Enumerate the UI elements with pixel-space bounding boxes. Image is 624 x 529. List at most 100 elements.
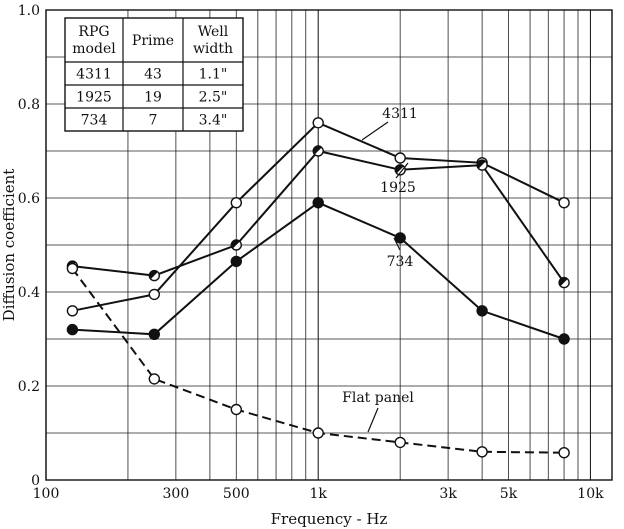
marker-shape: [312, 145, 324, 157]
table-header-cell: Well width: [193, 24, 233, 57]
x-tick-label: 100: [33, 486, 60, 502]
marker-1925: [476, 159, 488, 171]
table-header-cell: Prime: [132, 33, 174, 49]
x-tick-label: 500: [223, 486, 250, 502]
marker-shape: [558, 196, 570, 209]
marker-flat-panel: [230, 403, 243, 416]
marker-shape: [394, 232, 406, 244]
table-cell: 7: [149, 113, 158, 129]
x-axis-title: Frequency - Hz: [271, 510, 388, 528]
annotation-label-flat-panel: Flat panel: [342, 390, 414, 406]
marker-734: [312, 196, 324, 209]
marker-shape: [312, 117, 324, 129]
marker-shape: [313, 145, 322, 155]
grid: [45, 10, 612, 480]
y-tick-label: 0.8: [18, 97, 40, 113]
marker-flat-panel: [394, 436, 406, 449]
marker-shape: [394, 164, 406, 176]
table-cell: 43: [144, 67, 162, 83]
marker-734: [66, 323, 79, 336]
y-tick-label: 0.2: [18, 379, 40, 395]
marker-1925: [230, 239, 243, 251]
marker-4311: [312, 117, 324, 129]
marker-734: [148, 328, 161, 340]
table-cell: 2.5": [199, 90, 228, 106]
marker-flat-panel: [312, 427, 324, 439]
table-cell: 1.1": [199, 67, 228, 83]
annotation-leader: [361, 121, 389, 141]
marker-shape: [558, 333, 570, 345]
table-cell: 4311: [76, 67, 112, 83]
marker-734: [394, 232, 406, 244]
plot-frame: [45, 9, 613, 481]
marker-1925: [148, 269, 161, 282]
table-frame: [64, 17, 244, 132]
tick-labels: 100 300 500 1k 3k 5k 10k 0 0.2 0.4 0.6 0.8 1.0: [18, 3, 604, 502]
marker-shape: [394, 436, 406, 449]
annotation-label-4311: 4311: [382, 106, 418, 122]
marker-1925: [312, 145, 324, 157]
marker-4311: [230, 196, 243, 209]
x-tick-label: 5k: [500, 486, 518, 502]
y-tick-label: 0: [31, 473, 40, 489]
marker-shape: [66, 262, 79, 275]
marker-shape: [558, 276, 570, 289]
marker-shape: [476, 446, 488, 458]
marker-flat-panel: [476, 446, 488, 458]
marker-shape: [559, 277, 568, 287]
marker-1925: [558, 276, 570, 289]
marker-shape: [395, 164, 404, 174]
marker-shape: [476, 159, 488, 171]
marker-shape: [476, 305, 488, 317]
marker-734: [558, 333, 570, 345]
marker-shape: [312, 196, 324, 209]
model-table: RPG model Prime Well width 4311 43 1.1" 1925 19 2.…: [64, 17, 244, 132]
annotation-leader: [393, 237, 401, 251]
marker-734: [230, 255, 243, 268]
y-tick-label: 1.0: [18, 3, 40, 19]
y-tick-label: 0.6: [18, 191, 40, 207]
marker-shape: [230, 403, 243, 416]
marker-shape: [312, 427, 324, 439]
annotations: 4311 1925 734 Flat panel: [342, 106, 418, 433]
marker-shape: [148, 328, 161, 340]
marker-shape: [148, 269, 161, 282]
x-tick-label: 3k: [439, 486, 457, 502]
marker-4311: [394, 152, 406, 164]
marker-shape: [148, 373, 161, 385]
marker-shape: [231, 239, 240, 249]
marker-shape: [394, 152, 406, 164]
data-markers: [66, 117, 570, 459]
annotation-label-1925: 1925: [380, 180, 416, 196]
marker-shape: [477, 160, 486, 169]
marker-1925: [394, 164, 406, 176]
table-header-cell: RPG model: [72, 24, 116, 57]
marker-shape: [558, 447, 570, 459]
marker-shape: [149, 270, 158, 280]
annotation-leader: [395, 162, 409, 179]
marker-734: [476, 305, 488, 317]
marker-shape: [66, 305, 79, 317]
table-cell: 19: [144, 90, 162, 106]
marker-shape: [66, 323, 79, 336]
marker-flat-panel: [66, 262, 79, 275]
x-tick-label: 1k: [310, 486, 328, 502]
x-tick-label: 10k: [577, 486, 604, 502]
marker-shape: [230, 239, 243, 251]
marker-shape: [148, 288, 161, 301]
y-tick-label: 0.4: [18, 285, 40, 301]
table-cell: 1925: [76, 90, 112, 106]
table-cell: 734: [81, 113, 108, 129]
marker-4311: [148, 288, 161, 301]
marker-shape: [230, 255, 243, 268]
marker-flat-panel: [558, 447, 570, 459]
y-axis-title: Diffusion coefficient: [0, 169, 18, 322]
marker-4311: [558, 196, 570, 209]
table-cell: 3.4": [199, 113, 228, 129]
annotation-leader: [367, 407, 379, 433]
marker-shape: [230, 196, 243, 209]
marker-4311: [66, 305, 79, 317]
marker-flat-panel: [148, 373, 161, 385]
x-tick-label: 300: [163, 486, 190, 502]
